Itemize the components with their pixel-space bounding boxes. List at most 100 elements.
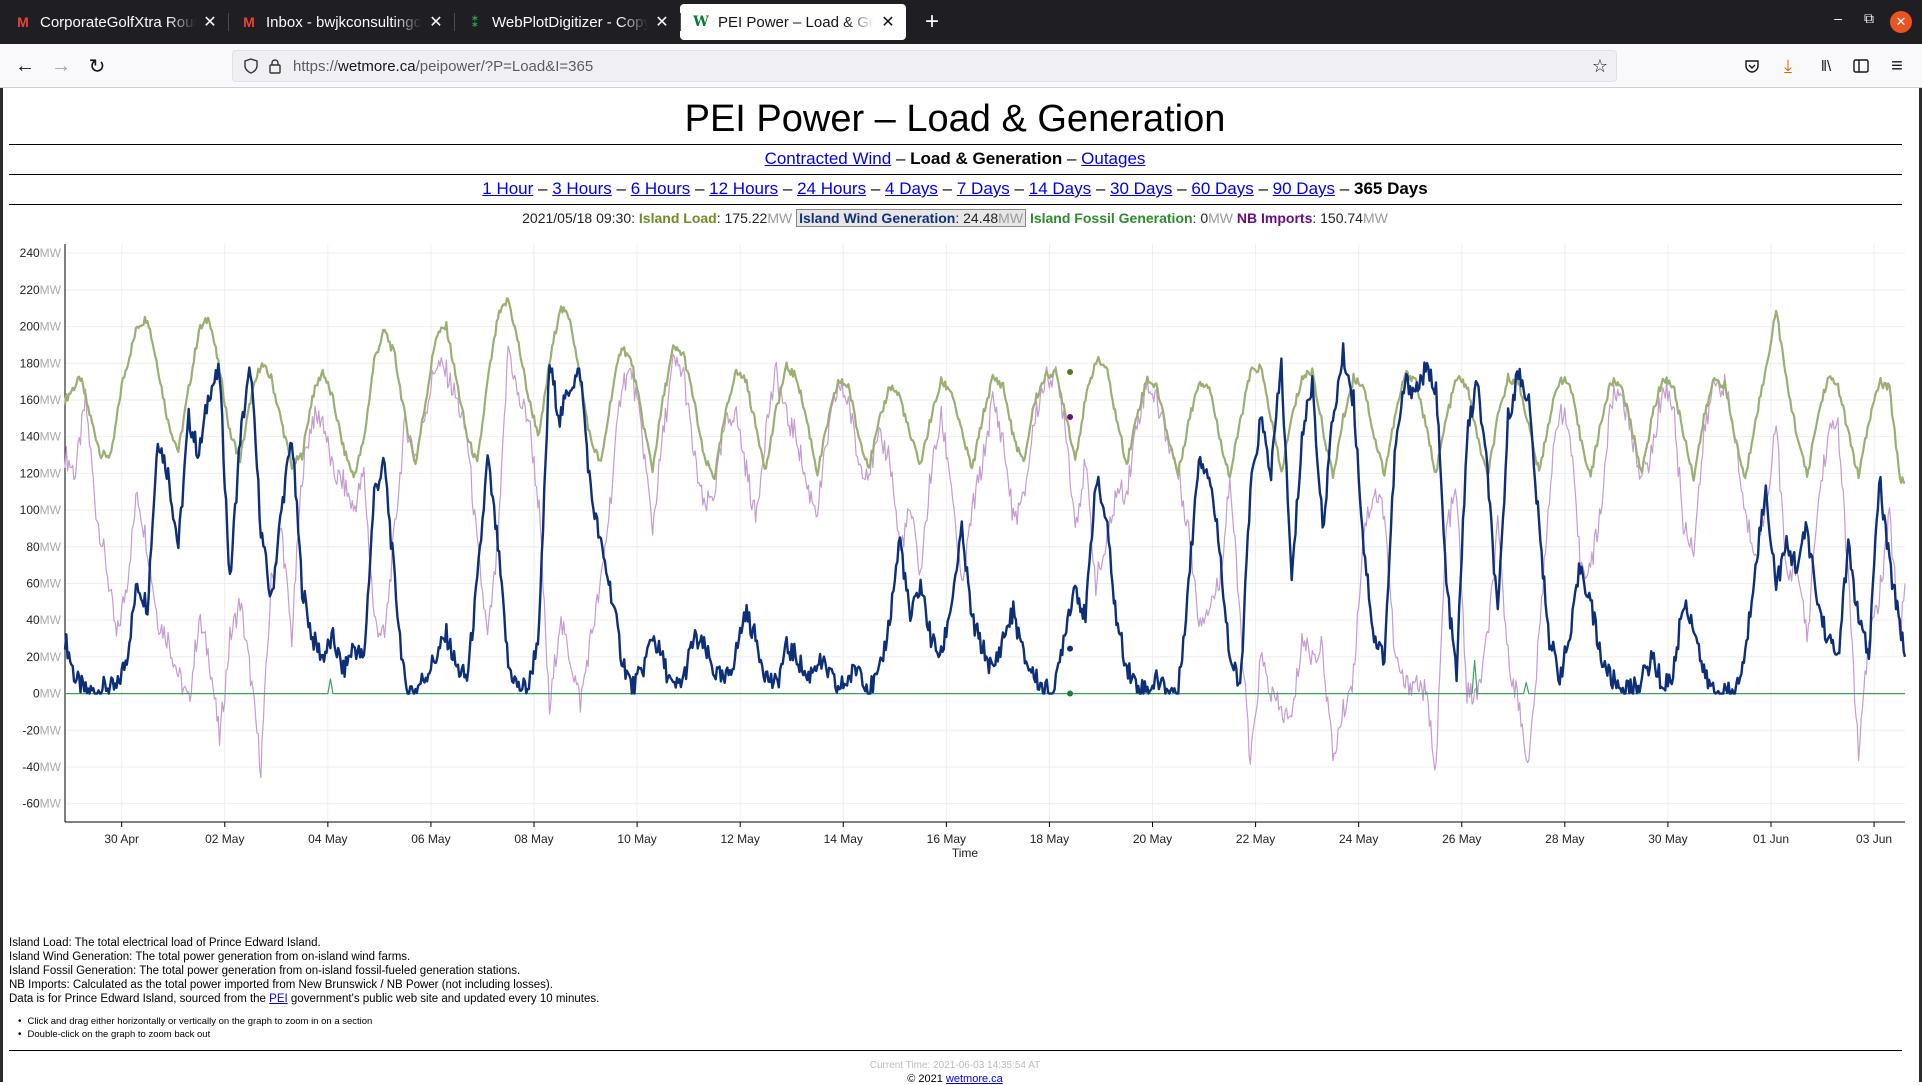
colon: : [716, 210, 721, 226]
separator: – [1258, 179, 1268, 198]
pocket-icon[interactable] [1737, 51, 1767, 81]
current-section: Load & Generation [910, 149, 1063, 168]
minimize-icon[interactable]: – [1834, 10, 1842, 26]
x-tick-label: 18 May [1030, 832, 1069, 846]
range-link-6-hours[interactable]: 6 Hours [630, 179, 691, 198]
browser-tab[interactable]: M CorporateGolfXtra Round ✕ [2, 4, 228, 40]
wetmore-link[interactable]: wetmore.ca [945, 1073, 1003, 1085]
range-nav: 1 Hour – 3 Hours – 6 Hours – 12 Hours – … [0, 179, 1910, 199]
imports-label: NB Imports [1236, 210, 1313, 226]
wetmore-w-icon: W [693, 14, 709, 30]
menu-icon[interactable]: ≡ [1891, 54, 1903, 77]
y-tick-label: 220MW [20, 283, 62, 297]
url-scheme: https:// [293, 57, 339, 75]
divider [9, 1050, 1902, 1051]
new-tab-button[interactable]: + [924, 8, 939, 35]
source-prefix: Data is for Prince Edward Island, source… [9, 993, 270, 1005]
unit: MW [1208, 210, 1234, 226]
divider [9, 204, 1902, 205]
separator: – [1014, 179, 1024, 198]
fossil-value: 0 [1200, 210, 1209, 226]
range-current-365-days: 365 Days [1353, 179, 1428, 198]
browser-nav-bar: ← → ↻ https://wetmore.ca/peipower/?P=Loa… [0, 44, 1922, 88]
unit: MW [767, 210, 793, 226]
shield-icon[interactable] [239, 54, 263, 78]
wind-highlight-box: Island Wind Generation: 24.48MW [796, 209, 1027, 227]
section-nav: Contracted Wind – Load & Generation – Ou… [0, 149, 1910, 169]
data-source-note: Data is for Prince Edward Island, source… [9, 992, 599, 1006]
range-link-90-days[interactable]: 90 Days [1272, 179, 1336, 198]
x-tick-label: 02 May [205, 832, 244, 846]
y-tick-label: 0MW [33, 687, 62, 701]
x-tick-label: 08 May [514, 832, 553, 846]
separator: – [1095, 179, 1106, 198]
window-close-button[interactable]: ✕ [1890, 11, 1912, 33]
download-icon[interactable]: ⤓ [1784, 55, 1792, 76]
highlight-point-load [1067, 369, 1074, 376]
range-link-7-days[interactable]: 7 Days [956, 179, 1010, 198]
range-link-60-days[interactable]: 60 Days [1191, 179, 1254, 198]
browser-tab[interactable]: M Inbox - bwjkconsultingcor ✕ [228, 4, 454, 40]
close-icon[interactable]: ✕ [655, 14, 669, 31]
highlight-point-fossil [1067, 690, 1074, 697]
browser-tab[interactable]: ⁑ WebPlotDigitizer - Copyri ✕ [454, 4, 680, 40]
y-tick-label: 20MW [26, 650, 61, 664]
y-tick-label: -60MW [22, 797, 61, 811]
range-link-1-hour[interactable]: 1 Hour [482, 179, 534, 198]
wind-value: 24.48 [963, 210, 999, 226]
url-bar[interactable]: https://wetmore.ca/peipower/?P=Load&I=36… [232, 50, 1617, 82]
restore-icon[interactable]: ⧉ [1864, 10, 1874, 26]
pei-source-link[interactable]: PEI [269, 993, 288, 1005]
x-tick-label: 16 May [927, 832, 966, 846]
lock-icon[interactable] [263, 54, 287, 78]
load-label: Island Load [638, 210, 717, 226]
close-icon[interactable]: ✕ [429, 14, 443, 31]
separator: – [782, 179, 793, 198]
description-fossil: Island Fossil Generation: The total powe… [9, 965, 521, 977]
outages-link[interactable]: Outages [1081, 149, 1146, 168]
load-generation-chart[interactable]: 240MW 220MW 200MW 180MW 160MW 140MW 120MW 100MW… [0, 236, 1910, 1036]
forward-arrow-icon[interactable]: → [51, 54, 71, 77]
close-icon[interactable]: ✕ [881, 14, 895, 31]
separator: – [1066, 149, 1077, 168]
range-link-24-hours[interactable]: 24 Hours [797, 179, 867, 198]
y-tick-label: 180MW [20, 356, 62, 370]
x-tick-label: 20 May [1133, 832, 1172, 846]
copyright: © 2021 wetmore.ca [0, 1073, 1910, 1085]
tip-item: Click and drag either horizontally or ve… [28, 1015, 373, 1028]
close-icon[interactable]: ✕ [203, 14, 217, 31]
browser-tab-strip: M CorporateGolfXtra Round ✕ M Inbox - bw… [0, 0, 1922, 44]
separator: – [538, 179, 548, 198]
url-path: /peipower/?P=Load&I=365 [415, 57, 594, 75]
y-tick-label: 120MW [20, 466, 62, 480]
browser-tab-active[interactable]: W PEI Power – Load & Gene ✕ [680, 4, 906, 40]
range-link-14-days[interactable]: 14 Days [1028, 179, 1092, 198]
y-tick-label: -20MW [22, 723, 61, 737]
x-tick-label: 26 May [1442, 832, 1481, 846]
contracted-wind-link[interactable]: Contracted Wind [764, 149, 892, 168]
current-time: Current Time: 2021-06-03 14:35:54 AT [869, 1060, 1041, 1071]
x-axis-label: Time [952, 846, 979, 860]
separator: – [942, 179, 953, 198]
x-tick-label: 10 May [617, 832, 656, 846]
bookmark-star-icon[interactable]: ☆ [1591, 55, 1608, 76]
x-tick-label: 30 May [1648, 832, 1687, 846]
range-link-4-days[interactable]: 4 Days [885, 179, 938, 198]
x-tick-label: 24 May [1339, 832, 1378, 846]
range-link-3-hours[interactable]: 3 Hours [552, 179, 612, 198]
range-link-30-days[interactable]: 30 Days [1110, 179, 1173, 198]
x-tick-label: 06 May [411, 832, 450, 846]
library-icon[interactable]: ‖\ [1820, 57, 1832, 75]
y-tick-label: 160MW [20, 393, 62, 407]
reload-icon[interactable]: ↻ [88, 55, 106, 78]
separator: – [870, 179, 881, 198]
unit: MW [1362, 210, 1388, 226]
url-text[interactable]: https://wetmore.ca/peipower/?P=Load&I=36… [293, 58, 593, 75]
separator: – [694, 179, 705, 198]
back-arrow-icon[interactable]: ← [15, 54, 35, 77]
usage-tips: Click and drag either horizontally or ve… [28, 1015, 373, 1041]
range-link-12-hours[interactable]: 12 Hours [709, 179, 779, 198]
gmail-icon: M [243, 14, 255, 30]
sidebar-icon[interactable] [1846, 51, 1876, 81]
page-content: PEI Power – Load & Generation Contracted… [0, 88, 1922, 1085]
